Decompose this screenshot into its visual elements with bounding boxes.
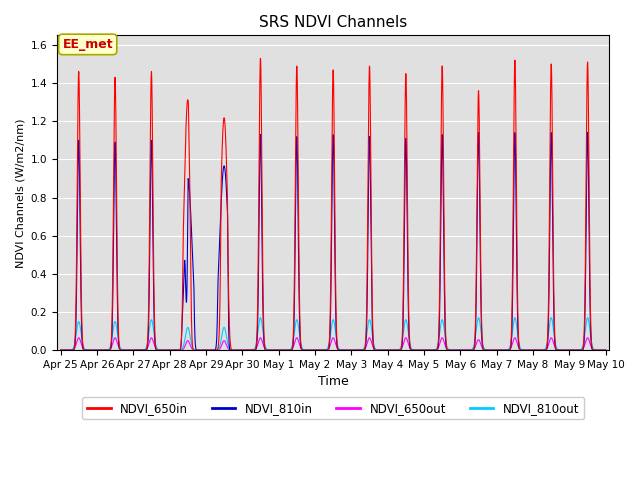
NDVI_650out	[602, 348, 609, 353]
NDVI_650out	[155, 347, 163, 353]
X-axis label: Time: Time	[318, 375, 349, 388]
NDVI_810in	[313, 348, 321, 353]
NDVI_650in	[456, 348, 463, 353]
NDVI_810out	[425, 348, 433, 353]
NDVI_810in	[584, 130, 591, 135]
NDVI_650out	[456, 348, 463, 353]
NDVI_810in	[602, 348, 609, 353]
NDVI_810out	[313, 348, 321, 353]
NDVI_650in	[602, 348, 609, 353]
NDVI_810in	[455, 348, 463, 353]
NDVI_650in	[57, 348, 65, 353]
NDVI_650out	[57, 348, 65, 353]
Title: SRS NDVI Channels: SRS NDVI Channels	[259, 15, 407, 30]
Y-axis label: NDVI Channels (W/m2/nm): NDVI Channels (W/m2/nm)	[15, 118, 25, 267]
NDVI_650in	[602, 348, 609, 353]
NDVI_810in	[155, 348, 163, 353]
NDVI_650in	[155, 348, 163, 353]
NDVI_810out	[602, 348, 609, 353]
Line: NDVI_810in: NDVI_810in	[61, 132, 605, 350]
NDVI_810out	[486, 348, 494, 353]
NDVI_810out	[155, 347, 163, 353]
Line: NDVI_650out: NDVI_650out	[61, 338, 605, 350]
NDVI_650out	[75, 335, 83, 341]
NDVI_810out	[584, 315, 591, 321]
NDVI_810in	[486, 348, 494, 353]
NDVI_650out	[602, 348, 609, 353]
NDVI_650in	[486, 348, 494, 353]
NDVI_810in	[57, 348, 65, 353]
NDVI_650out	[426, 348, 433, 353]
Line: NDVI_810out: NDVI_810out	[61, 318, 605, 350]
NDVI_810in	[425, 348, 433, 353]
NDVI_810out	[57, 348, 65, 353]
NDVI_810in	[602, 348, 609, 353]
Text: EE_met: EE_met	[63, 38, 113, 51]
NDVI_650out	[313, 348, 321, 353]
NDVI_650in	[257, 56, 264, 61]
NDVI_810out	[602, 348, 609, 353]
Legend: NDVI_650in, NDVI_810in, NDVI_650out, NDVI_810out: NDVI_650in, NDVI_810in, NDVI_650out, NDV…	[83, 397, 584, 420]
NDVI_650out	[486, 348, 494, 353]
NDVI_650in	[426, 348, 433, 353]
Line: NDVI_650in: NDVI_650in	[61, 59, 605, 350]
NDVI_810out	[455, 348, 463, 353]
NDVI_650in	[313, 348, 321, 353]
